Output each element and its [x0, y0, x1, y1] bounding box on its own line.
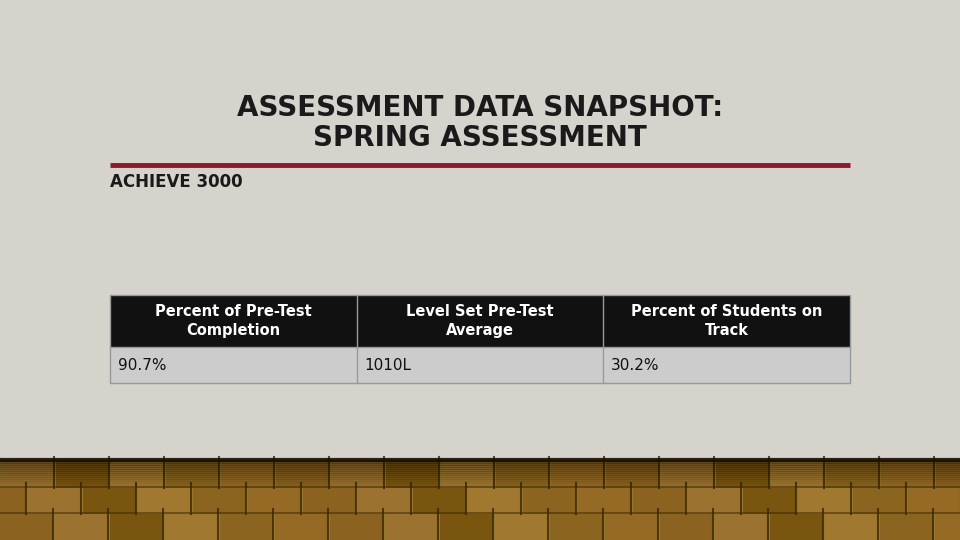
Text: 1010L: 1010L	[365, 357, 412, 373]
Bar	[193, 488, 246, 514]
Text: Percent of Students on
Track: Percent of Students on Track	[631, 304, 822, 338]
Bar	[606, 462, 659, 488]
Bar	[28, 488, 81, 514]
Bar	[110, 295, 850, 347]
Bar	[550, 514, 603, 540]
Bar	[110, 514, 163, 540]
Bar	[0, 514, 53, 540]
Bar	[715, 514, 768, 540]
Bar	[358, 488, 411, 514]
Bar	[660, 514, 713, 540]
Bar	[83, 488, 136, 514]
Text: ASSESSMENT DATA SNAPSHOT:: ASSESSMENT DATA SNAPSHOT:	[237, 94, 723, 122]
Bar	[56, 462, 109, 488]
Bar	[248, 488, 301, 514]
Bar	[605, 514, 658, 540]
Bar	[826, 462, 879, 488]
Bar	[1, 462, 54, 488]
Bar	[220, 514, 273, 540]
Bar	[276, 462, 329, 488]
Bar	[908, 488, 960, 514]
Bar	[880, 514, 933, 540]
Bar	[661, 462, 714, 488]
Bar	[165, 514, 218, 540]
Bar	[936, 462, 960, 488]
Bar	[111, 462, 164, 488]
Bar	[0, 488, 26, 514]
Bar	[303, 488, 356, 514]
Bar	[495, 514, 548, 540]
Bar	[771, 462, 824, 488]
Bar	[440, 514, 493, 540]
Text: ACHIEVE 3000: ACHIEVE 3000	[110, 173, 243, 191]
Bar	[770, 514, 823, 540]
Bar	[688, 488, 741, 514]
Bar	[166, 462, 219, 488]
Bar	[743, 488, 796, 514]
Bar	[331, 462, 384, 488]
Bar	[386, 462, 439, 488]
Bar	[0, 460, 960, 540]
Bar	[496, 462, 549, 488]
Bar	[330, 514, 383, 540]
Bar	[716, 462, 769, 488]
Bar	[110, 347, 850, 383]
Bar	[935, 514, 960, 540]
Bar	[468, 488, 521, 514]
Bar	[138, 488, 191, 514]
Bar	[275, 514, 328, 540]
Text: Percent of Pre-Test
Completion: Percent of Pre-Test Completion	[156, 304, 312, 338]
Bar	[523, 488, 576, 514]
Bar	[385, 514, 438, 540]
Bar	[221, 462, 274, 488]
Bar	[853, 488, 906, 514]
Bar	[413, 488, 466, 514]
Text: 90.7%: 90.7%	[118, 357, 167, 373]
Bar	[110, 295, 850, 383]
Bar	[441, 462, 494, 488]
Bar	[825, 514, 878, 540]
Bar	[55, 514, 108, 540]
Bar	[881, 462, 934, 488]
Bar	[798, 488, 851, 514]
Bar	[578, 488, 631, 514]
Text: Level Set Pre-Test
Average: Level Set Pre-Test Average	[406, 304, 554, 338]
Bar	[551, 462, 604, 488]
Bar	[633, 488, 686, 514]
Text: SPRING ASSESSMENT: SPRING ASSESSMENT	[313, 124, 647, 152]
Text: 30.2%: 30.2%	[612, 357, 660, 373]
